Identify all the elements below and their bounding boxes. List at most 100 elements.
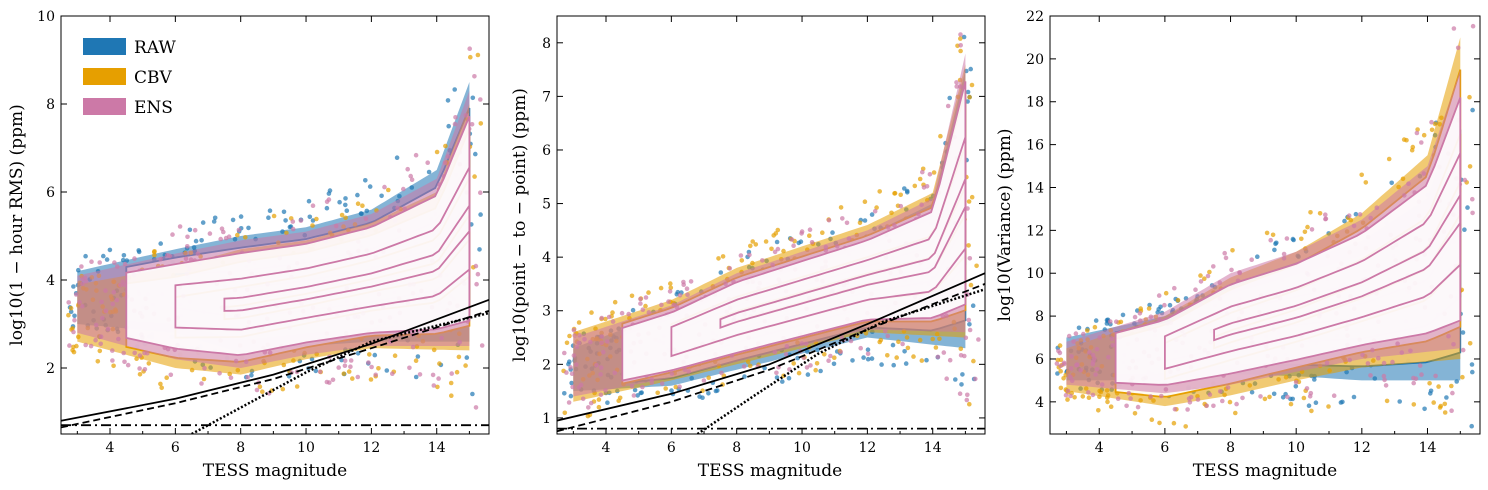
rms-point (79, 264, 84, 269)
variance-point (1368, 215, 1373, 221)
ptp-point (959, 382, 964, 387)
ptp-point (799, 229, 805, 234)
ptp-point (783, 351, 789, 357)
variance-point (1347, 357, 1352, 363)
ptp-point (571, 353, 577, 358)
rms-point (132, 256, 137, 261)
ptp-point (784, 344, 790, 349)
ptp-point (858, 345, 863, 351)
rms-point (73, 292, 79, 297)
panel-rms: 4 6 8 10 12 14 2 4 6 8 10 TESS magnitude log10(1 −… (7, 9, 490, 481)
variance-point (1437, 122, 1443, 127)
variance-point (1223, 255, 1229, 261)
rms-point (122, 261, 128, 267)
ptp-point (599, 334, 604, 339)
ptp-point (958, 84, 963, 89)
rms-point (71, 284, 76, 289)
variance-point (1363, 180, 1369, 185)
rms-point (103, 308, 109, 314)
ptp-point (968, 282, 974, 288)
ptp-point (774, 370, 779, 376)
rms-point (227, 371, 232, 377)
variance-point (1365, 361, 1371, 366)
variance-point (1105, 393, 1111, 398)
rms-point (290, 226, 296, 232)
rms-point (382, 184, 387, 190)
variance-point (1138, 318, 1143, 324)
ptp-point (872, 208, 878, 214)
ptp-point (745, 359, 751, 365)
rms-point (70, 326, 75, 331)
variance-point (1135, 404, 1141, 410)
rms-point (183, 256, 189, 262)
ptp-point (753, 242, 759, 247)
variance-point (1312, 377, 1317, 382)
variance-point (1132, 411, 1138, 416)
variance-point (1408, 348, 1413, 354)
ptp-point (862, 199, 868, 204)
rms-point (137, 366, 142, 371)
rms-point (118, 282, 123, 288)
rms-point (267, 208, 273, 213)
rms-point (473, 151, 478, 157)
variance-contour-ens (1164, 152, 1462, 370)
variance-y-tick-label: 18 (1026, 95, 1044, 111)
ptp-point (905, 345, 911, 351)
variance-point (1450, 390, 1455, 396)
variance-point (1115, 396, 1121, 402)
variance-point (1305, 224, 1310, 230)
ptp-point (865, 356, 871, 362)
rms-point (232, 236, 238, 242)
rms-point (439, 335, 444, 341)
rms-point (379, 193, 384, 199)
variance-point (1114, 319, 1119, 325)
ptp-point (629, 293, 635, 299)
rms-point (189, 367, 195, 373)
variance-point (1193, 287, 1198, 293)
ptp-point (958, 43, 963, 48)
variance-y-tick-label: 8 (1035, 309, 1044, 325)
ptp-point (967, 401, 972, 407)
rms-point (446, 123, 452, 129)
rms-point (291, 358, 296, 363)
ptp-point (865, 351, 871, 357)
rms-point (415, 354, 421, 359)
ptp-y-axis-label: log10(point − to − point) (ppm) (510, 88, 530, 362)
rms-point (435, 384, 440, 390)
ptp-point (603, 388, 608, 393)
variance-plot-area (1054, 23, 1476, 429)
rms-point (408, 173, 414, 179)
ptp-point (807, 227, 813, 232)
variance-point (1290, 236, 1296, 242)
ptp-point (885, 225, 891, 230)
ptp-point (780, 379, 785, 384)
variance-point (1183, 424, 1188, 429)
variance-x-axis-label: TESS magnitude (1193, 461, 1337, 481)
variance-x-tick-label: 4 (1095, 440, 1104, 456)
ptp-point (771, 233, 776, 238)
ptp-point (572, 333, 577, 338)
ptp-point (588, 339, 593, 345)
ptp-point (862, 218, 868, 223)
ptp-point (970, 303, 976, 309)
variance-point (1421, 171, 1427, 176)
rms-point (80, 281, 85, 287)
rms-point (431, 347, 437, 353)
rms-point (68, 305, 74, 311)
rms-point (211, 219, 217, 224)
rms-point (386, 187, 391, 193)
rms-point (202, 365, 207, 371)
rms-x-axis-label: TESS magnitude (203, 461, 347, 481)
rms-point (478, 121, 484, 126)
rms-point (290, 219, 296, 224)
variance-point (1138, 306, 1143, 311)
variance-point (1368, 373, 1373, 378)
ptp-point (958, 353, 964, 358)
variance-point (1175, 297, 1181, 303)
variance-point (1444, 395, 1449, 400)
ptp-point (658, 285, 664, 291)
variance-point (1309, 227, 1315, 232)
ptp-point (961, 34, 967, 40)
ptp-point (638, 301, 643, 306)
